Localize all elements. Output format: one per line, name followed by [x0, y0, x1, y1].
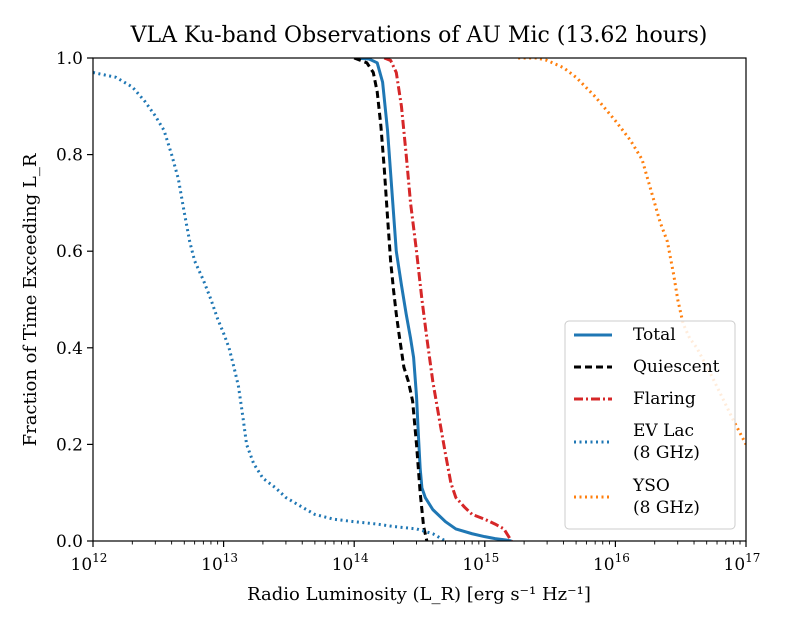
legend-label: YSO (8 GHz)	[632, 476, 700, 518]
x-tick-label: 1013	[201, 551, 238, 575]
legend-label: EV Lac (8 GHz)	[633, 421, 700, 463]
y-tick-label: 0.6	[56, 242, 83, 262]
y-tick-label: 0.8	[56, 146, 83, 166]
x-tick-label: 1014	[332, 551, 369, 575]
legend-box	[564, 320, 736, 530]
legend-label: Flaring	[633, 389, 696, 409]
x-tick-label: 1016	[593, 551, 630, 575]
y-tick-label: 0.0	[56, 532, 83, 552]
series-line-flaring	[383, 58, 513, 541]
series-line-ev-lac-8-ghz	[93, 71, 447, 541]
legend: Total Quiescent Flaring EV Lac (8 GHz) YSO (8 …	[564, 320, 736, 530]
series-line-quiescent	[353, 58, 429, 541]
series-line-total	[354, 58, 512, 541]
y-tick-label: 0.2	[56, 435, 83, 455]
legend-label: Quiescent	[633, 357, 720, 377]
y-tick-label: 1.0	[56, 49, 83, 69]
chart-title: VLA Ku-band Observations of AU Mic (13.6…	[130, 23, 708, 48]
y-axis-label: Fraction of Time Exceeding L_R	[20, 153, 41, 446]
x-tick-label: 1015	[462, 551, 499, 575]
x-tick-label: 1017	[724, 551, 761, 575]
plot-frame	[92, 57, 747, 542]
y-tick-label: 0.4	[56, 339, 83, 359]
x-tick-label: 1012	[71, 551, 108, 575]
x-axis-label: Radio Luminosity (L_R) [erg s⁻¹ Hz⁻¹]	[247, 584, 591, 605]
legend-label: Total	[633, 325, 676, 345]
